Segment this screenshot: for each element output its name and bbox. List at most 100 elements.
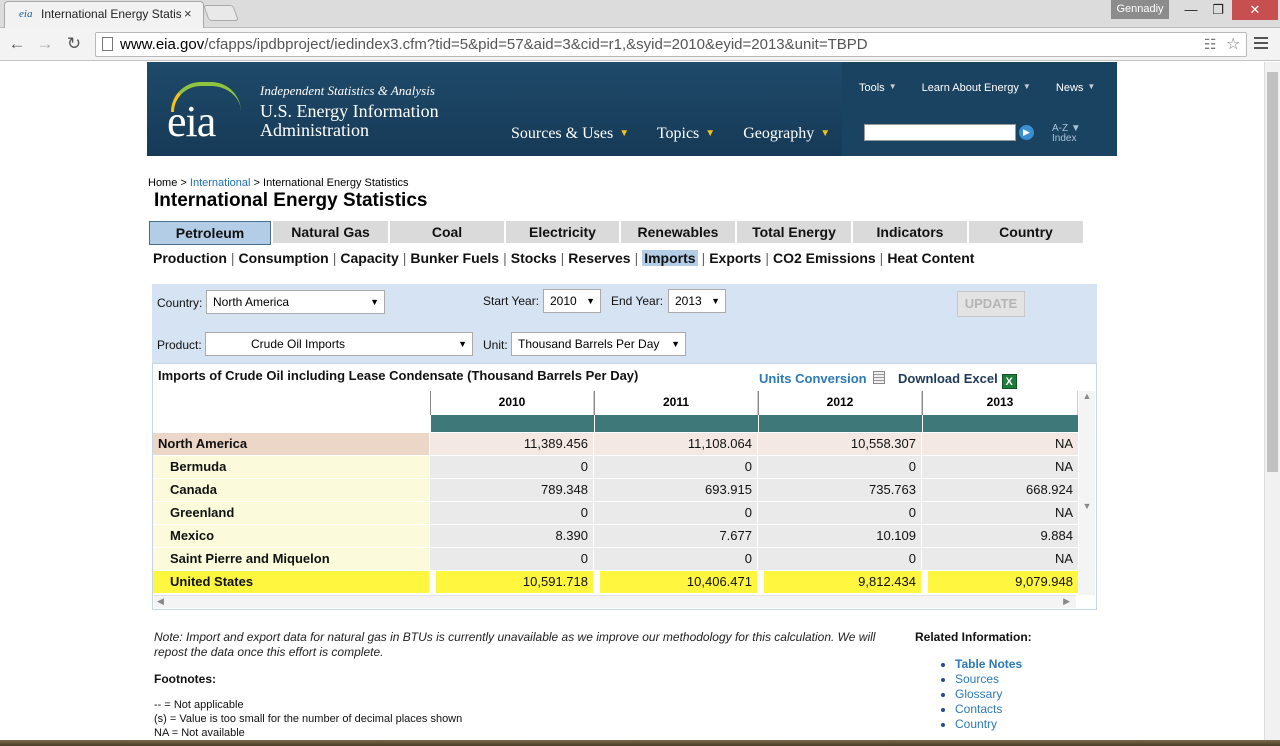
search-go-icon[interactable]: ▶ xyxy=(1019,125,1034,140)
tab-coal[interactable]: Coal xyxy=(389,220,505,244)
header-bar xyxy=(922,415,1078,432)
page-scrollbar[interactable] xyxy=(1264,62,1280,740)
table-cell: 7.677 xyxy=(594,525,757,547)
subtab-consumption[interactable]: Consumption xyxy=(238,250,329,266)
table-cell: 8.390 xyxy=(430,525,593,547)
browser-toolbar: ← → ↻ www.eia.gov/cfapps/ipdbproject/ied… xyxy=(0,28,1280,61)
subtab-stocks[interactable]: Stocks xyxy=(510,250,557,266)
tab-country[interactable]: Country xyxy=(968,220,1084,244)
nav-news[interactable]: News ▼ xyxy=(1055,82,1096,94)
tab-indicators[interactable]: Indicators xyxy=(852,220,968,244)
subtab-heat-content[interactable]: Heat Content xyxy=(887,250,975,266)
column-header-2012: 2012 xyxy=(758,391,922,415)
maximize-icon[interactable]: ❐ xyxy=(1212,2,1224,17)
utility-panel: Tools ▼ Learn About Energy ▼ News ▼ ▶ A-Z ▼… xyxy=(842,62,1117,156)
subtab-capacity[interactable]: Capacity xyxy=(340,250,399,266)
table-cell: 0 xyxy=(430,456,593,478)
scrollbar-thumb[interactable] xyxy=(1267,72,1278,472)
subtab-exports[interactable]: Exports xyxy=(709,250,762,266)
table-cell: 0 xyxy=(758,548,921,570)
table-cell: NA xyxy=(922,502,1078,524)
tab-petroleum[interactable]: Petroleum xyxy=(149,221,271,245)
tab-total-energy[interactable]: Total Energy xyxy=(736,220,852,244)
grid-vertical-scrollbar[interactable]: ▲ ▼ xyxy=(1079,391,1095,595)
az-index-link[interactable]: A-Z ▼ Index xyxy=(1052,123,1081,144)
table-cell: NA xyxy=(922,456,1078,478)
breadcrumb-current: International Energy Statistics xyxy=(263,177,409,189)
footnote-item: (s) = Value is too small for the number … xyxy=(154,713,463,725)
tab-renewables[interactable]: Renewables xyxy=(620,220,736,244)
note-text: Note: Import and export data for natural… xyxy=(154,630,876,659)
units-conversion-link[interactable]: Units Conversion xyxy=(759,371,885,386)
org-name[interactable]: U.S. Energy Information Administration xyxy=(260,101,439,140)
footnotes-title: Footnotes: xyxy=(154,672,216,686)
download-excel-link[interactable]: Download Excel X xyxy=(898,371,1017,389)
related-link-table-notes[interactable]: Table Notes xyxy=(955,657,1022,672)
browser-tab[interactable]: eia International Energy Statis × xyxy=(4,1,204,28)
nav-tools[interactable]: Tools ▼ xyxy=(859,82,897,94)
start-year-select[interactable]: 2010 ▼ xyxy=(543,289,601,313)
table-cell: NA xyxy=(922,548,1078,570)
caret-down-icon: ▼ xyxy=(1087,82,1096,91)
close-window-icon[interactable]: ✕ xyxy=(1232,0,1278,20)
eia-logo[interactable]: eia xyxy=(167,97,216,146)
subtab-reserves[interactable]: Reserves xyxy=(568,250,631,266)
related-link-contacts[interactable]: Contacts xyxy=(955,702,1022,717)
table-cell: 693.915 xyxy=(594,479,757,501)
dropdown-arrow-icon: ▼ xyxy=(458,339,467,349)
subtab-imports[interactable]: Imports xyxy=(642,250,698,266)
table-cell: 10.109 xyxy=(758,525,921,547)
nav-learn-about-energy[interactable]: Learn About Energy ▼ xyxy=(921,82,1031,94)
related-link-country[interactable]: Country xyxy=(955,717,1022,732)
related-link-sources[interactable]: Sources xyxy=(955,672,1022,687)
star-icon[interactable]: ☆ xyxy=(1226,36,1241,53)
translate-icon[interactable]: ☷ xyxy=(1204,36,1217,52)
unit-select[interactable]: Thousand Barrels Per Day ▼ xyxy=(511,332,686,356)
site-tagline: Independent Statistics & Analysis xyxy=(260,83,435,98)
table-cell: 0 xyxy=(594,456,757,478)
caret-down-icon: ▼ xyxy=(1022,82,1031,91)
data-grid: 2010 2011 2012 2013 North America 11,389… xyxy=(153,391,1078,596)
profile-badge[interactable]: Gennadiy xyxy=(1111,0,1169,19)
dropdown-arrow-icon: ▼ xyxy=(711,296,720,306)
table-cell: 0 xyxy=(758,456,921,478)
country-select[interactable]: North America ▼ xyxy=(206,290,385,314)
grid-horizontal-scrollbar[interactable]: ◀ ▶ xyxy=(154,595,1076,608)
nav-geography[interactable]: Geography ▼ xyxy=(743,125,831,142)
breadcrumb-home[interactable]: Home xyxy=(148,177,178,189)
search-input[interactable] xyxy=(864,124,1016,141)
site-header: eia Independent Statistics & Analysis U.… xyxy=(147,62,1117,156)
breadcrumb-international[interactable]: International xyxy=(189,177,251,189)
new-tab-button[interactable] xyxy=(203,5,239,21)
dropdown-arrow-icon: ▼ xyxy=(586,296,595,306)
footnotes: -- = Not applicable (s) = Value is too s… xyxy=(154,698,462,740)
header-bar xyxy=(758,415,922,432)
address-bar[interactable]: www.eia.gov/cfapps/ipdbproject/iedindex3… xyxy=(95,32,1247,57)
update-button[interactable]: UPDATE xyxy=(957,291,1025,317)
subtab-co2-emissions[interactable]: CO2 Emissions xyxy=(772,250,876,266)
related-link-glossary[interactable]: Glossary xyxy=(955,687,1022,702)
menu-icon[interactable] xyxy=(1254,34,1270,52)
subtab-production[interactable]: Production xyxy=(153,250,227,266)
forward-arrow-icon[interactable]: → xyxy=(36,34,54,53)
nav-sources-uses[interactable]: Sources & Uses ▼ xyxy=(511,125,630,142)
minimize-icon[interactable]: — xyxy=(1184,2,1198,17)
table-cell: 0 xyxy=(430,548,593,570)
tab-natural-gas[interactable]: Natural Gas xyxy=(272,220,389,244)
product-select[interactable]: Crude Oil Imports ▼ xyxy=(205,332,473,356)
nav-topics[interactable]: Topics ▼ xyxy=(656,125,716,142)
back-arrow-icon[interactable]: ← xyxy=(8,34,26,53)
row-label: Bermuda xyxy=(153,456,429,478)
tab-electricity[interactable]: Electricity xyxy=(505,220,620,244)
footnote-item: NA = Not available xyxy=(154,727,245,739)
table-cell: 0 xyxy=(594,548,757,570)
end-year-select[interactable]: 2013 ▼ xyxy=(668,289,726,313)
url-text[interactable]: www.eia.gov/cfapps/ipdbproject/iedindex3… xyxy=(120,36,868,53)
sub-tabs: Production | Consumption | Capacity | Bunker F… xyxy=(153,250,975,266)
table-cell: 0 xyxy=(758,502,921,524)
subtab-bunker-fuels[interactable]: Bunker Fuels xyxy=(410,250,500,266)
tab-close-icon[interactable]: × xyxy=(184,6,192,21)
related-info-title: Related Information: xyxy=(915,630,1032,644)
table-cell: 9,079.948 xyxy=(928,571,1078,593)
reload-icon[interactable]: ↻ xyxy=(66,34,82,53)
